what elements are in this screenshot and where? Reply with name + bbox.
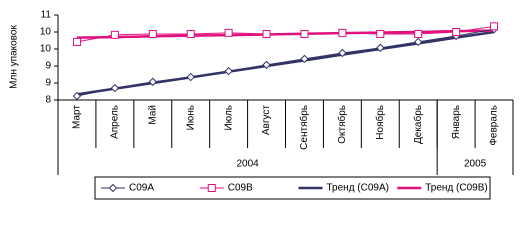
y-tick-label: 10 xyxy=(40,27,52,38)
legend-box xyxy=(94,176,491,200)
x-tick-label: Сентябрь xyxy=(298,105,310,150)
point xyxy=(376,29,385,38)
x-tick-label: Декабрь xyxy=(412,105,424,144)
x-tick-label: Март xyxy=(72,105,83,129)
point xyxy=(300,29,309,38)
legend-label: C09B xyxy=(228,183,253,194)
legend-label: C09A xyxy=(129,183,154,194)
x-tick-label: Июль xyxy=(223,105,234,131)
legend-marker xyxy=(108,183,118,193)
x-tick-label: Февраль xyxy=(489,105,500,146)
point xyxy=(186,29,195,38)
point xyxy=(452,28,461,36)
series-line xyxy=(76,28,495,97)
point xyxy=(72,91,82,101)
group-label: 2004 xyxy=(236,159,259,170)
point xyxy=(224,28,233,37)
y-tick-label: 11 xyxy=(41,10,52,21)
point xyxy=(300,54,309,64)
legend-label: Тренд (C09B) xyxy=(425,183,487,194)
x-tick-label: Октябрь xyxy=(336,105,348,144)
y-tick-label: 9 xyxy=(45,78,51,89)
point xyxy=(72,37,81,46)
y-axis-label: Млн упаковок xyxy=(9,25,20,89)
point xyxy=(186,72,195,82)
point xyxy=(414,37,423,47)
point xyxy=(414,29,423,38)
group-label: 2005 xyxy=(464,159,487,170)
series-line xyxy=(76,30,495,96)
point xyxy=(262,60,271,70)
y-tick-label: 10 xyxy=(40,44,52,55)
point xyxy=(338,28,347,37)
point xyxy=(148,77,157,87)
point xyxy=(338,48,347,58)
x-tick-label: Июнь xyxy=(185,105,196,130)
point xyxy=(148,29,157,38)
point xyxy=(376,43,385,53)
chart: Млн упаковок 8 9 9 10 10 11 Март Апрель Май Июнь И… xyxy=(9,10,514,200)
legend-marker xyxy=(207,184,216,192)
y-tick-label: 9 xyxy=(45,61,51,72)
x-tick-label: Май xyxy=(147,105,158,125)
legend-label: Тренд (C09A) xyxy=(327,183,389,194)
y-tick-label: 8 xyxy=(45,95,51,106)
point xyxy=(224,66,233,76)
series-line xyxy=(76,25,495,43)
point xyxy=(110,83,120,93)
x-tick-label: Январь xyxy=(451,105,462,139)
point xyxy=(490,22,499,31)
point xyxy=(262,29,271,38)
x-tick-label: Апрель xyxy=(110,105,121,139)
x-tick-label: Август xyxy=(261,105,272,136)
point xyxy=(110,30,119,39)
x-tick-label: Ноябрь xyxy=(374,105,386,140)
